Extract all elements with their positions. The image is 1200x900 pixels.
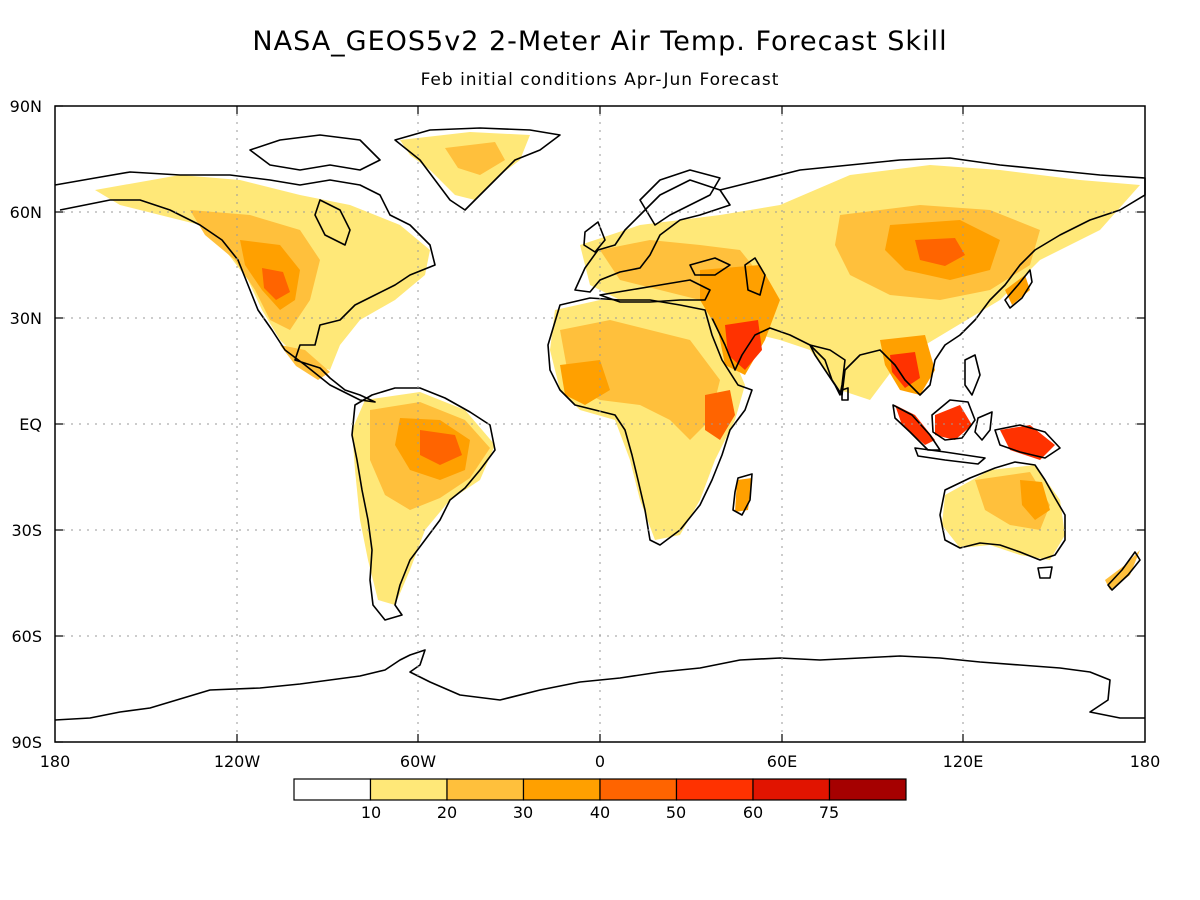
coast-africa xyxy=(547,297,753,546)
skill-region-africa-mid xyxy=(560,320,720,440)
coast-philippines xyxy=(964,354,981,396)
coast-arctic-islands xyxy=(249,134,381,171)
skill-region-south-america-peak xyxy=(420,430,462,465)
skill-shading xyxy=(95,132,1140,605)
lon-label: 60W xyxy=(400,752,436,771)
longitude-labels: 180 120W 60W 0 60E 120E 180 xyxy=(40,752,1161,771)
coast-mediterranean xyxy=(599,279,711,303)
lat-label: 90N xyxy=(10,97,42,116)
colorbar xyxy=(293,778,907,801)
skill-region-borneo xyxy=(935,405,972,440)
lat-label: 30N xyxy=(10,309,42,328)
colorbar-swatch xyxy=(446,778,525,801)
skill-region-africa-east xyxy=(705,390,735,440)
graticule xyxy=(55,106,1145,742)
coast-australia xyxy=(939,461,1066,561)
coast-black-sea xyxy=(689,257,731,276)
colorbar-label: 20 xyxy=(437,803,457,822)
colorbar-label: 50 xyxy=(666,803,686,822)
colorbar-swatch xyxy=(599,778,678,801)
coast-new-guinea xyxy=(994,424,1061,459)
lat-label: EQ xyxy=(19,415,42,434)
colorbar-labels: 10 20 30 40 50 60 75 xyxy=(361,803,839,822)
coastlines xyxy=(54,127,1146,721)
skill-region-africa-high xyxy=(560,360,610,405)
skill-region-japan xyxy=(1005,275,1030,305)
lat-label: 60S xyxy=(11,627,42,646)
coast-sulawesi xyxy=(974,411,993,441)
colorbar-label: 75 xyxy=(819,803,839,822)
coast-asia xyxy=(711,157,1146,396)
lon-label: 180 xyxy=(1130,752,1161,771)
skill-region-sumatra xyxy=(895,405,935,445)
coast-antarctica xyxy=(54,649,1145,721)
colorbar-swatch xyxy=(752,778,831,801)
colorbar-swatch xyxy=(675,778,754,801)
colorbar-swatch xyxy=(369,778,448,801)
coast-new-zealand xyxy=(1107,551,1141,591)
skill-region-new-guinea xyxy=(1000,425,1055,460)
colorbar-swatch xyxy=(828,778,907,801)
coast-sri-lanka xyxy=(841,387,849,401)
skill-region-north-america-peak xyxy=(262,268,290,300)
lat-label: 60N xyxy=(10,203,42,222)
coast-japan xyxy=(1004,269,1033,309)
coast-tasmania xyxy=(1037,566,1053,579)
colorbar-label: 60 xyxy=(743,803,763,822)
colorbar-swatch xyxy=(293,778,372,801)
coast-south-america xyxy=(351,387,496,621)
lon-label: 120E xyxy=(943,752,984,771)
coast-scandinavia xyxy=(639,169,721,226)
coast-java xyxy=(914,447,986,465)
coast-madagascar xyxy=(732,473,753,516)
skill-region-indochina-peak xyxy=(890,352,920,388)
map-title: NASA_GEOS5v2 2-Meter Air Temp. Forecast … xyxy=(252,26,948,57)
axis-ticks xyxy=(55,105,1145,743)
skill-region-asia-peak xyxy=(915,238,965,266)
latitude-labels: 90N 60N 30N EQ 30S 60S 90S xyxy=(10,97,42,752)
map-subtitle: Feb initial conditions Apr-Jun Forecast xyxy=(420,70,780,90)
skill-region-arabia-peak xyxy=(725,320,762,370)
coast-hudson-bay xyxy=(314,199,351,246)
coast-borneo xyxy=(931,399,976,441)
coast-uk xyxy=(583,221,606,253)
skill-region-greenland-mid xyxy=(445,142,505,175)
lat-label: 30S xyxy=(11,521,42,540)
coast-europe xyxy=(574,179,731,293)
coast-caspian xyxy=(744,257,766,296)
lat-label: 90S xyxy=(11,733,42,752)
coast-greenland xyxy=(394,127,561,211)
colorbar-label: 40 xyxy=(590,803,610,822)
lon-label: 60E xyxy=(767,752,797,771)
colorbar-label: 30 xyxy=(513,803,533,822)
coast-north-america xyxy=(54,171,436,403)
colorbar-label: 10 xyxy=(361,803,381,822)
lon-label: 120W xyxy=(214,752,261,771)
colorbar-swatch xyxy=(522,778,601,801)
coast-india xyxy=(809,344,846,396)
lon-label: 0 xyxy=(595,752,605,771)
lon-label: 180 xyxy=(40,752,71,771)
skill-region-australia-high xyxy=(1020,480,1050,520)
